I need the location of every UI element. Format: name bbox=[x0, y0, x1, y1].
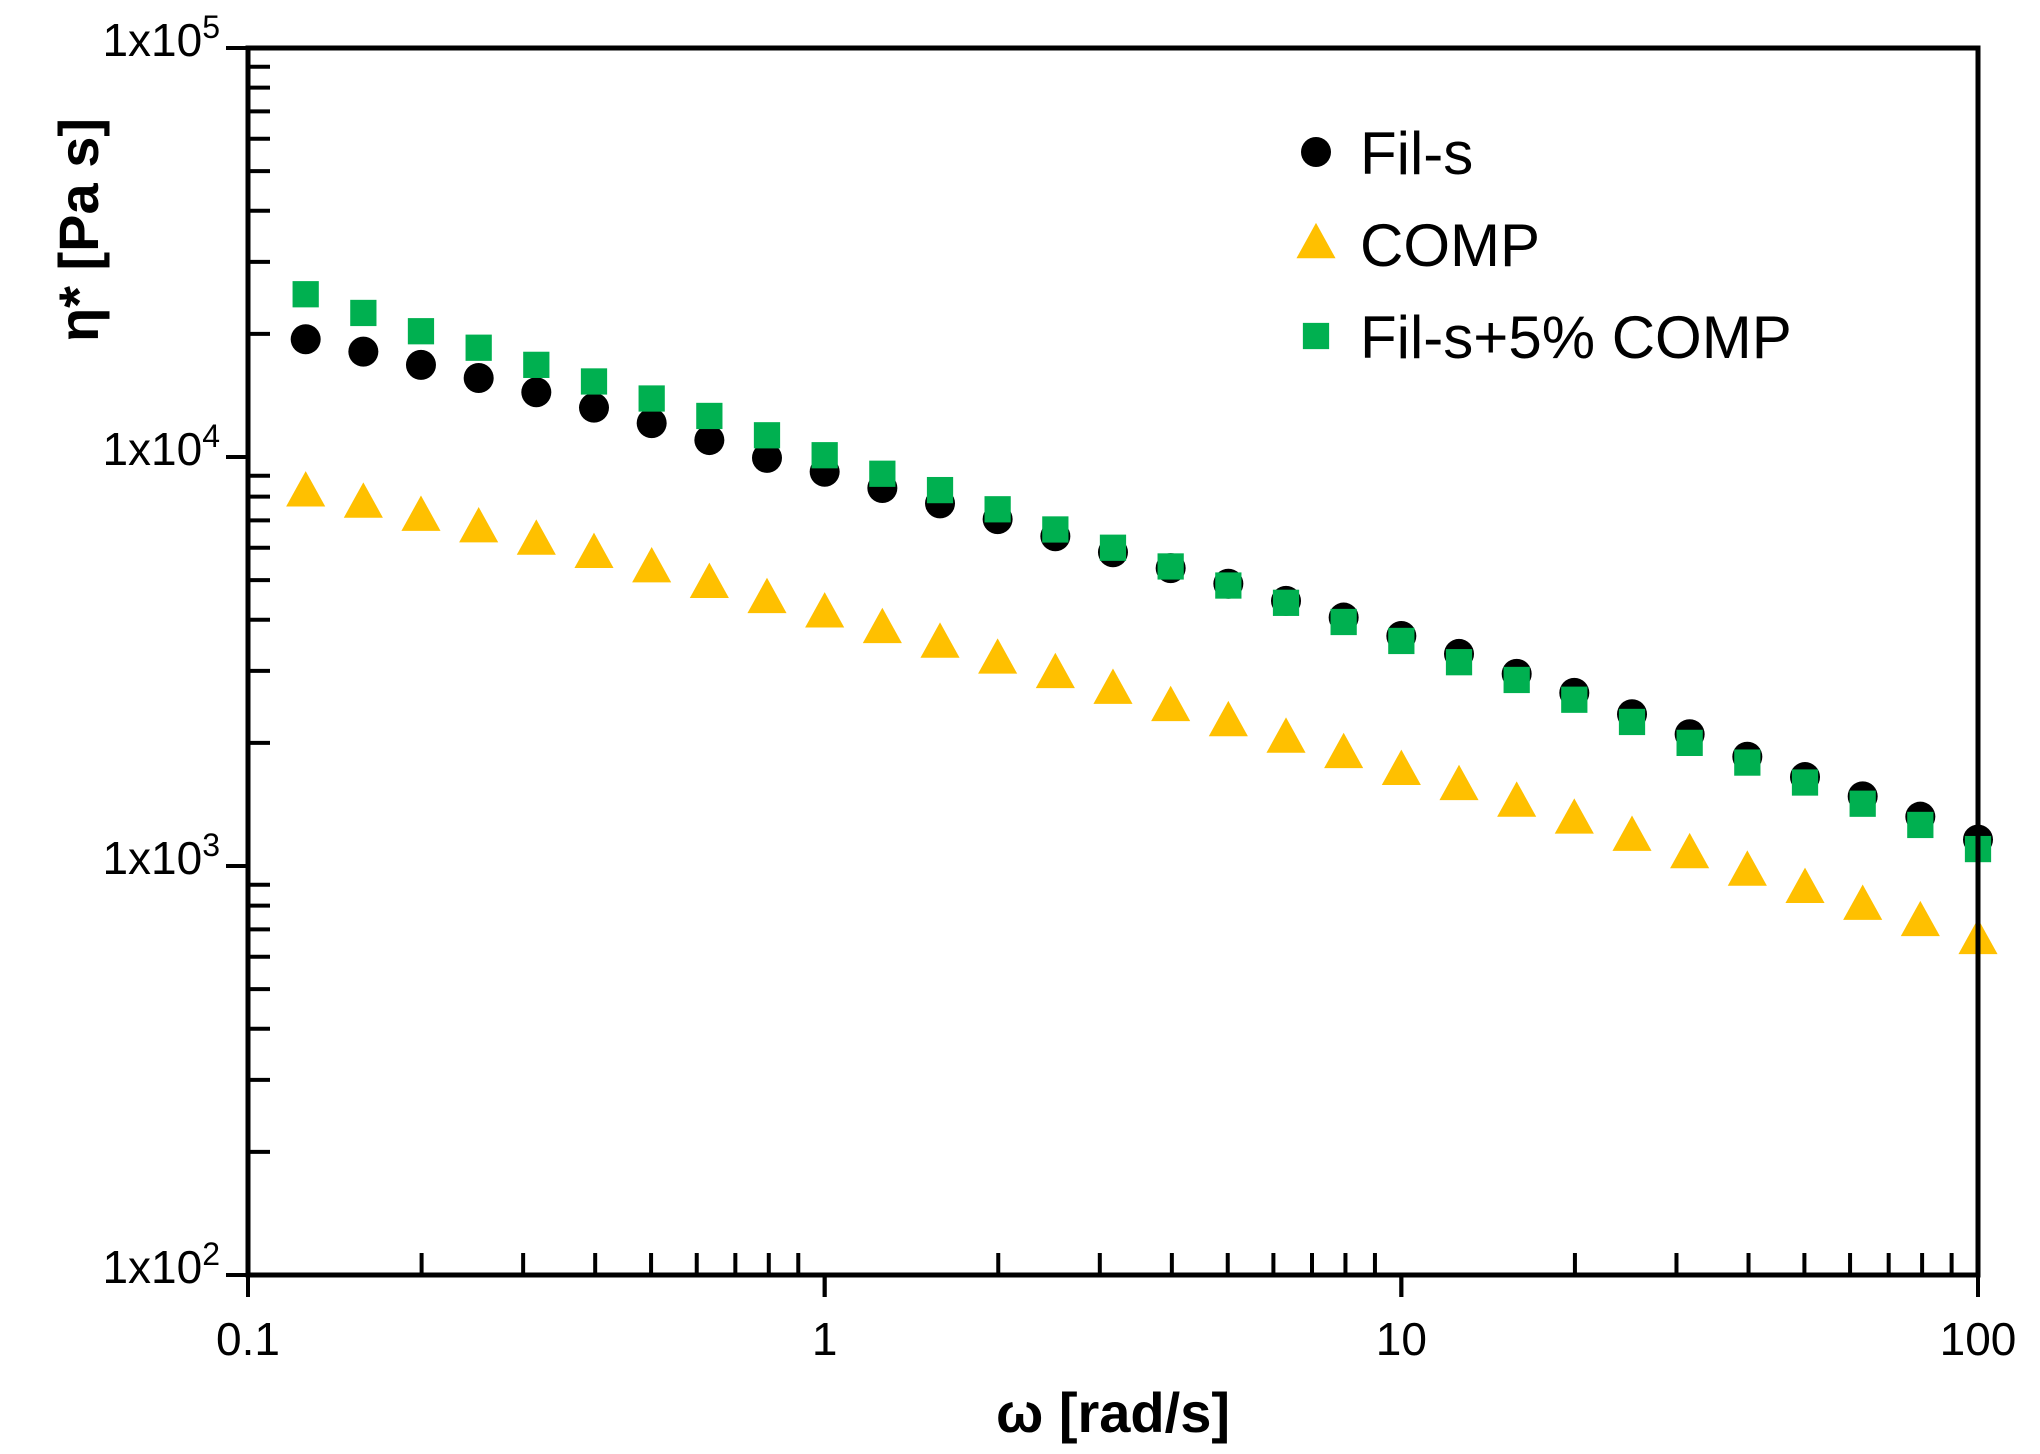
data-point-fil-s-5-comp bbox=[580, 368, 608, 395]
data-point-fil-s-5-comp bbox=[638, 385, 665, 412]
data-point-fil-s-5-comp bbox=[753, 422, 781, 449]
data-point-fil-s-5-comp bbox=[1618, 708, 1646, 736]
data-point-comp bbox=[920, 622, 960, 658]
data-point-fil-s-5-comp bbox=[1330, 608, 1357, 636]
y-tick-exponent: 2 bbox=[202, 1236, 220, 1272]
data-point-fil-s bbox=[578, 392, 609, 423]
data-point-comp bbox=[978, 638, 1018, 674]
legend: Fil-s COMP Fil-s+5% COMP bbox=[1296, 120, 1792, 371]
data-point-fil-s bbox=[463, 363, 494, 394]
data-point-comp bbox=[1208, 700, 1248, 737]
data-point-comp bbox=[1497, 781, 1537, 817]
data-point-fil-s bbox=[636, 408, 667, 439]
legend-label-comp: COMP bbox=[1360, 212, 1540, 279]
x-axis-title: ω [rad/s] bbox=[996, 1381, 1230, 1444]
data-point-fil-s bbox=[290, 324, 321, 355]
data-point-fil-s bbox=[521, 377, 552, 408]
legend-marker-fil-s-5-comp bbox=[1302, 322, 1330, 350]
data-point-fil-s bbox=[694, 425, 725, 456]
data-point-fil-s-5-comp bbox=[350, 299, 377, 327]
data-point-comp bbox=[1324, 732, 1364, 769]
data-point-comp bbox=[286, 471, 326, 507]
y-tick-label: 1x103 bbox=[102, 827, 220, 884]
data-point-comp bbox=[1727, 850, 1767, 886]
data-point-comp bbox=[1785, 867, 1825, 903]
data-point-fil-s-5-comp bbox=[523, 351, 550, 378]
y-tick-exponent: 3 bbox=[202, 827, 220, 863]
y-tick-exponent: 4 bbox=[202, 418, 220, 454]
data-point-fil-s-5-comp bbox=[1042, 516, 1069, 543]
data-point-comp bbox=[1381, 749, 1421, 785]
data-point-fil-s-5-comp bbox=[869, 460, 896, 487]
data-point-comp bbox=[1151, 685, 1191, 722]
data-point-fil-s-5-comp bbox=[1388, 627, 1415, 655]
data-point-fil-s-5-comp bbox=[1445, 649, 1473, 676]
data-point-comp bbox=[1554, 798, 1594, 834]
legend-label-fil-s: Fil-s bbox=[1360, 120, 1473, 187]
data-point-fil-s-5-comp bbox=[696, 402, 723, 430]
x-tick-label: 100 bbox=[1940, 1313, 2017, 1365]
data-point-fil-s bbox=[751, 442, 782, 473]
data-point-comp bbox=[1035, 652, 1075, 689]
y-tick-label: 1x102 bbox=[102, 1236, 220, 1293]
data-point-fil-s-5-comp bbox=[1907, 811, 1934, 839]
data-point-comp bbox=[632, 547, 672, 583]
data-point-comp bbox=[343, 482, 383, 518]
legend-marker-comp bbox=[1296, 222, 1336, 259]
data-point-fil-s-5-comp bbox=[1272, 589, 1300, 616]
data-point-comp bbox=[1266, 717, 1306, 753]
x-tick-label: 0.1 bbox=[216, 1313, 280, 1365]
data-point-comp bbox=[574, 532, 614, 569]
data-point-comp bbox=[689, 562, 729, 598]
data-point-comp bbox=[516, 519, 556, 555]
legend-marker-fil-s bbox=[1301, 137, 1331, 167]
data-point-fil-s-5-comp bbox=[1849, 790, 1876, 817]
data-point-fil-s-5-comp bbox=[1099, 534, 1127, 561]
data-point-comp bbox=[805, 592, 845, 628]
data-point-comp bbox=[1439, 764, 1479, 801]
data-point-fil-s-5-comp bbox=[984, 496, 1011, 523]
data-point-comp bbox=[862, 607, 902, 644]
data-point-fil-s-5-comp bbox=[465, 334, 492, 361]
y-axis-title: η* [Pa s] bbox=[47, 118, 110, 342]
data-point-fil-s bbox=[348, 336, 379, 367]
axis-ticks bbox=[226, 46, 1980, 1297]
data-point-fil-s-5-comp bbox=[1561, 686, 1588, 713]
plot-area-frame bbox=[245, 45, 1981, 1278]
data-point-comp bbox=[1843, 884, 1883, 920]
data-point-comp bbox=[1900, 900, 1940, 937]
data-point-comp bbox=[401, 495, 441, 531]
data-point-comp bbox=[1093, 668, 1133, 704]
data-point-comp bbox=[459, 507, 499, 543]
data-point-comp bbox=[1612, 815, 1652, 851]
data-point-fil-s-5-comp bbox=[1676, 729, 1703, 757]
tick-labels: 0.1 1 10 100 1x102 1x103 1x104 1x105 bbox=[102, 9, 2016, 1365]
y-tick-exponent: 5 bbox=[202, 9, 220, 45]
data-point-fil-s-5-comp bbox=[1157, 553, 1184, 580]
x-tick-label: 1 bbox=[812, 1313, 838, 1365]
data-markers bbox=[286, 281, 1998, 955]
x-tick-label: 10 bbox=[1376, 1313, 1427, 1365]
data-point-fil-s-5-comp bbox=[1503, 666, 1530, 694]
y-tick-label: 1x105 bbox=[102, 9, 220, 66]
data-point-fil-s-5-comp bbox=[811, 442, 838, 469]
y-tick-label: 1x104 bbox=[102, 418, 220, 475]
data-point-fil-s-5-comp bbox=[407, 318, 435, 345]
data-point-fil-s-5-comp bbox=[1734, 749, 1761, 776]
data-point-fil-s-5-comp bbox=[1791, 769, 1819, 796]
data-point-fil-s-5-comp bbox=[292, 281, 319, 308]
data-point-fil-s bbox=[405, 349, 436, 380]
data-point-fil-s-5-comp bbox=[926, 476, 954, 504]
legend-label-fil-s-5-comp: Fil-s+5% COMP bbox=[1360, 304, 1792, 371]
data-point-comp bbox=[747, 577, 787, 614]
data-point-fil-s-5-comp bbox=[1215, 572, 1242, 599]
data-point-comp bbox=[1670, 832, 1710, 869]
